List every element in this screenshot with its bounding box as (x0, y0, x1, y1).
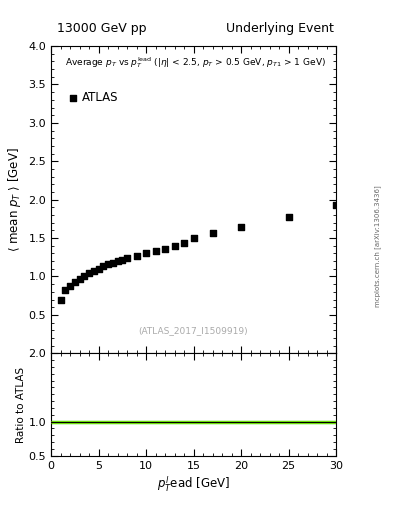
Text: Underlying Event: Underlying Event (226, 22, 334, 35)
ATLAS (162, 245, 168, 253)
ATLAS (91, 267, 97, 275)
ATLAS (100, 263, 107, 271)
ATLAS (57, 295, 64, 304)
Text: mcplots.cern.ch [arXiv:1306.3436]: mcplots.cern.ch [arXiv:1306.3436] (374, 185, 381, 307)
ATLAS (86, 268, 92, 276)
X-axis label: $p_T^l$ead [GeV]: $p_T^l$ead [GeV] (157, 475, 230, 494)
Y-axis label: $\langle$ mean $p_T$ $\rangle$ [GeV]: $\langle$ mean $p_T$ $\rangle$ [GeV] (6, 147, 23, 252)
ATLAS (67, 282, 73, 290)
ATLAS (285, 213, 292, 221)
ATLAS (209, 228, 216, 237)
ATLAS (81, 272, 88, 281)
Bar (51, 420, 336, 422)
ATLAS (152, 247, 159, 255)
Bar (51, 420, 336, 422)
ATLAS (105, 260, 111, 268)
ATLAS (333, 201, 339, 209)
ATLAS (110, 259, 116, 267)
ATLAS (124, 254, 130, 262)
ATLAS (62, 286, 68, 294)
Legend: ATLAS: ATLAS (66, 89, 121, 106)
Text: Average $p_T$ vs $p_T^{\rm lead}$ ($|\eta|$ < 2.5, $p_T$ > 0.5 GeV, $p_{T1}$ > 1: Average $p_T$ vs $p_T^{\rm lead}$ ($|\et… (65, 55, 326, 70)
ATLAS (190, 234, 196, 242)
ATLAS (76, 274, 83, 283)
ATLAS (119, 255, 125, 264)
ATLAS (181, 239, 187, 247)
Text: (ATLAS_2017_I1509919): (ATLAS_2017_I1509919) (139, 326, 248, 335)
Text: 13000 GeV pp: 13000 GeV pp (57, 22, 147, 35)
ATLAS (95, 265, 102, 273)
ATLAS (134, 252, 140, 260)
ATLAS (143, 249, 149, 258)
ATLAS (171, 242, 178, 250)
ATLAS (238, 222, 244, 230)
ATLAS (72, 278, 78, 286)
Y-axis label: Ratio to ATLAS: Ratio to ATLAS (16, 367, 26, 442)
ATLAS (114, 257, 121, 265)
